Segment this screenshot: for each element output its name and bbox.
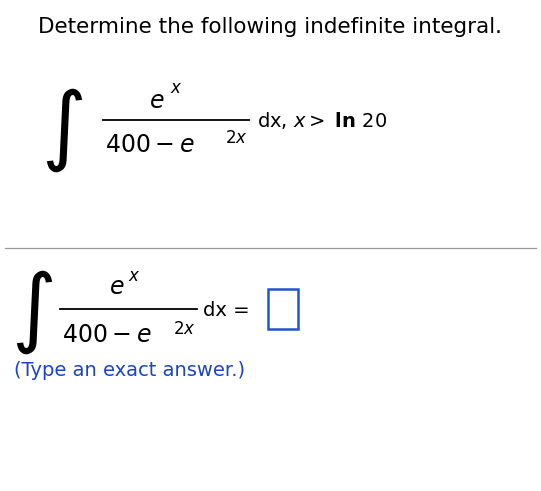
Text: dx, $x >$ $\mathbf{ln}$ 20: dx, $x >$ $\mathbf{ln}$ 20: [257, 110, 387, 131]
Text: $400 - e$: $400 - e$: [105, 133, 195, 157]
Text: $x$: $x$: [128, 267, 140, 285]
Text: (Type an exact answer.): (Type an exact answer.): [14, 361, 245, 380]
Text: $e$: $e$: [109, 275, 124, 299]
Text: $2x$: $2x$: [173, 320, 196, 338]
Text: $\int$: $\int$: [11, 268, 54, 355]
Text: $e$: $e$: [149, 89, 164, 112]
Text: $x$: $x$: [170, 80, 182, 97]
Text: $2x$: $2x$: [225, 130, 247, 147]
Text: dx =: dx =: [203, 301, 249, 320]
FancyBboxPatch shape: [268, 289, 298, 329]
Text: $400 - e$: $400 - e$: [62, 323, 152, 347]
Text: $\int$: $\int$: [41, 86, 83, 174]
Text: Determine the following indefinite integral.: Determine the following indefinite integ…: [38, 17, 503, 37]
